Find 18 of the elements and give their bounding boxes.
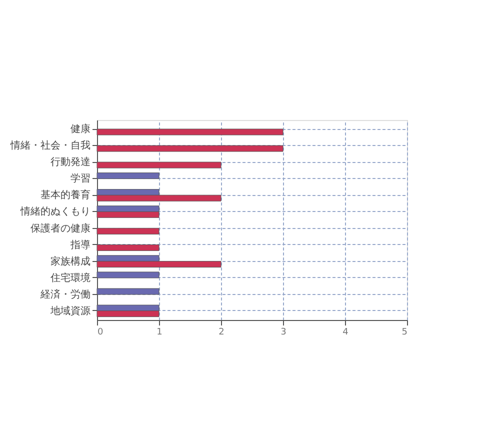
x-tick-label: 0 <box>98 328 104 338</box>
x-tick-label: 1 <box>156 328 162 338</box>
y-tick-label: 情緒的ぬくもり <box>20 206 90 218</box>
y-tick-label: 指導 <box>70 238 90 251</box>
y-tick-label: 経済・労働 <box>40 288 90 300</box>
y-tick-label: 学習 <box>70 172 90 185</box>
y-tick-label: 基本的養育 <box>40 189 90 202</box>
y-tick-label: 保護者の健康 <box>30 222 90 234</box>
y-tick-label: 健康 <box>70 123 90 136</box>
x-tick-label: 3 <box>280 328 286 338</box>
y-tick-label: 行動発達 <box>50 156 90 168</box>
x-tick-label: 5 <box>402 328 408 338</box>
y-tick-label: 家族構成 <box>50 255 90 268</box>
x-tick-label: 2 <box>218 328 224 338</box>
y-tick-label: 情緒・社会・自我 <box>10 140 90 152</box>
y-tick-label: 住宅環境 <box>50 272 90 284</box>
y-tick-label: 地域資源 <box>50 304 90 317</box>
x-tick-label: 4 <box>342 328 349 338</box>
